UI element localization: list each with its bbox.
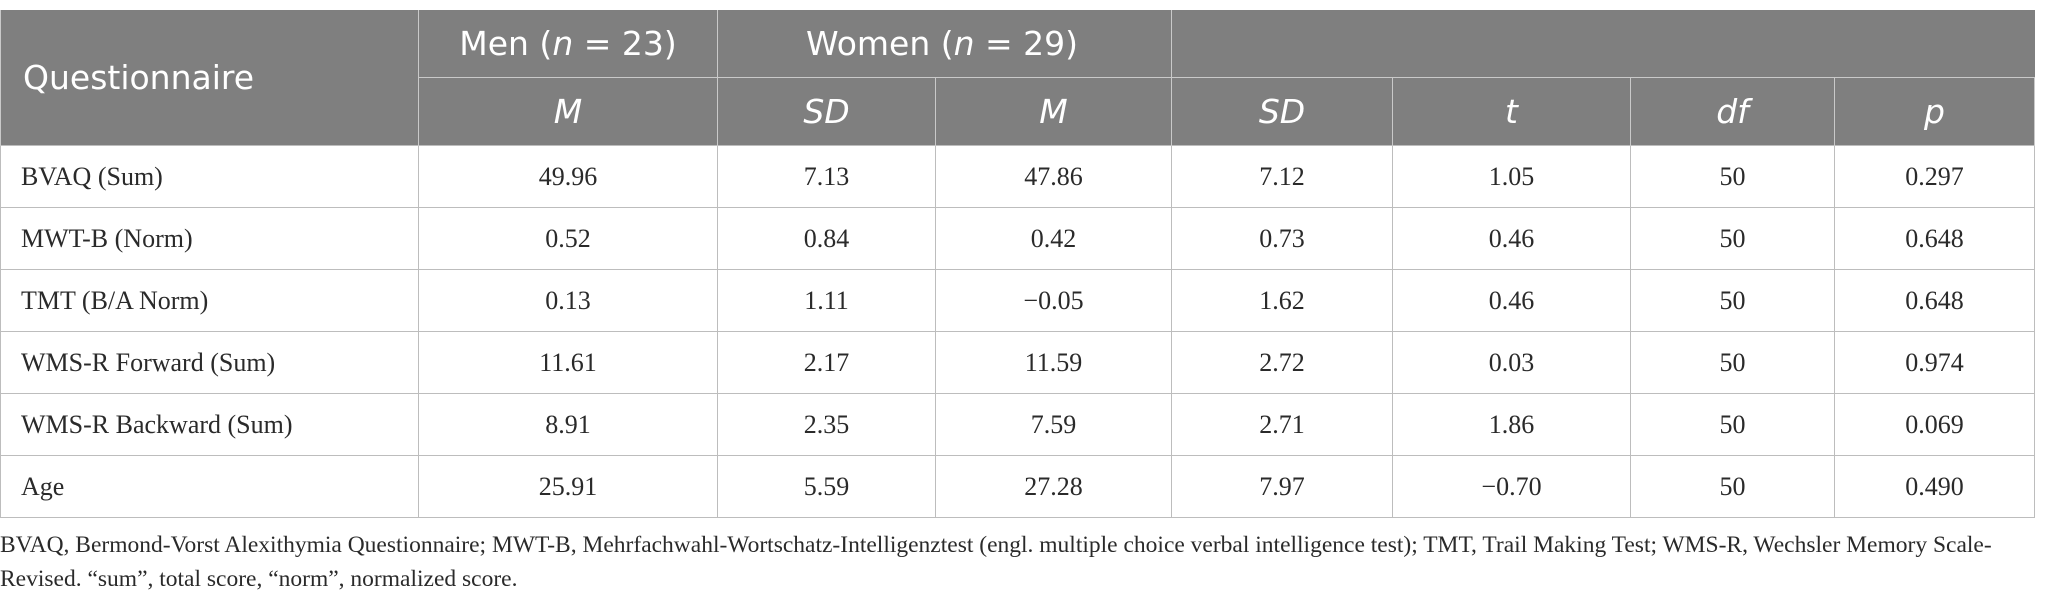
cell: 50 xyxy=(1630,269,1836,332)
row-label: WMS-R Backward (Sum) xyxy=(0,393,419,456)
col-header-women-m: M xyxy=(934,77,1173,146)
row-label: Age xyxy=(0,455,419,518)
header-row-groups: Questionnaire Men (n = 23) Women (n = 29… xyxy=(0,10,2035,146)
cell: 2.72 xyxy=(1171,331,1394,394)
cell: 50 xyxy=(1630,455,1836,518)
cell: 8.91 xyxy=(418,393,718,456)
col-header-df: df xyxy=(1630,77,1836,146)
table-row: WMS-R Backward (Sum) 8.91 2.35 7.59 2.71… xyxy=(0,393,2036,456)
cell: 11.59 xyxy=(934,331,1173,394)
cell: 1.86 xyxy=(1392,393,1632,456)
table-row: TMT (B/A Norm) 0.13 1.11 −0.05 1.62 0.46… xyxy=(0,269,2036,332)
table-footnote: BVAQ, Bermond-Vorst Alexithymia Question… xyxy=(0,532,1992,592)
table-row: Age 25.91 5.59 27.28 7.97 −0.70 50 0.490 xyxy=(0,455,2036,518)
cell: 0.13 xyxy=(418,269,718,332)
stats-group-header xyxy=(1171,10,2035,78)
row-label: WMS-R Forward (Sum) xyxy=(0,331,419,394)
cell: 2.71 xyxy=(1171,393,1394,456)
table-row: WMS-R Forward (Sum) 11.61 2.17 11.59 2.7… xyxy=(0,331,2036,394)
results-table-container: Questionnaire Men (n = 23) Women (n = 29… xyxy=(0,10,2068,518)
cell: 11.61 xyxy=(418,331,718,394)
cell: 0.84 xyxy=(717,207,936,270)
table-row: BVAQ (Sum) 49.96 7.13 47.86 7.12 1.05 50… xyxy=(0,145,2036,208)
results-table: Questionnaire Men (n = 23) Women (n = 29… xyxy=(0,10,2036,518)
row-label: TMT (B/A Norm) xyxy=(0,269,419,332)
table-body: BVAQ (Sum) 49.96 7.13 47.86 7.12 1.05 50… xyxy=(0,145,2036,518)
cell: 0.648 xyxy=(1834,269,2036,332)
cell: 0.73 xyxy=(1171,207,1394,270)
women-group-header: Women (n = 29) xyxy=(716,10,1173,78)
men-group-header: Men (n = 23) xyxy=(418,10,718,78)
col-header-men-m: M xyxy=(418,77,718,146)
cell: 0.52 xyxy=(418,207,718,270)
cell: 7.13 xyxy=(717,145,936,208)
cell: 50 xyxy=(1630,145,1836,208)
cell: 49.96 xyxy=(418,145,718,208)
header-row-columns: M SD M SD t df p xyxy=(1,77,2036,146)
cell: 25.91 xyxy=(418,455,718,518)
cell: 47.86 xyxy=(934,145,1173,208)
table-header: Questionnaire Men (n = 23) Women (n = 29… xyxy=(0,10,2036,146)
cell: 0.46 xyxy=(1392,269,1632,332)
cell: 0.648 xyxy=(1834,207,2036,270)
cell: 5.59 xyxy=(717,455,936,518)
cell: 50 xyxy=(1630,331,1836,394)
cell: 1.05 xyxy=(1392,145,1632,208)
cell: 1.62 xyxy=(1171,269,1394,332)
col-header-men-sd: SD xyxy=(717,77,936,146)
row-label: BVAQ (Sum) xyxy=(0,145,419,208)
cell: 0.297 xyxy=(1834,145,2036,208)
cell: 7.97 xyxy=(1171,455,1394,518)
cell: 0.974 xyxy=(1834,331,2036,394)
cell: −0.70 xyxy=(1392,455,1632,518)
cell: 7.12 xyxy=(1171,145,1394,208)
cell: −0.05 xyxy=(934,269,1173,332)
cell: 50 xyxy=(1630,207,1836,270)
cell: 27.28 xyxy=(934,455,1173,518)
cell: 50 xyxy=(1630,393,1836,456)
cell: 0.46 xyxy=(1392,207,1632,270)
questionnaire-header: Questionnaire xyxy=(0,10,419,146)
cell: 1.11 xyxy=(717,269,936,332)
cell: 7.59 xyxy=(934,393,1173,456)
col-header-p: p xyxy=(1834,77,2036,146)
col-header-women-sd: SD xyxy=(1171,77,1394,146)
col-header-t: t xyxy=(1392,77,1632,146)
row-label: MWT-B (Norm) xyxy=(0,207,419,270)
table-row: MWT-B (Norm) 0.52 0.84 0.42 0.73 0.46 50… xyxy=(0,207,2036,270)
cell: 2.35 xyxy=(717,393,936,456)
cell: 0.03 xyxy=(1392,331,1632,394)
cell: 0.42 xyxy=(934,207,1173,270)
cell: 2.17 xyxy=(717,331,936,394)
cell: 0.069 xyxy=(1834,393,2036,456)
cell: 0.490 xyxy=(1834,455,2036,518)
